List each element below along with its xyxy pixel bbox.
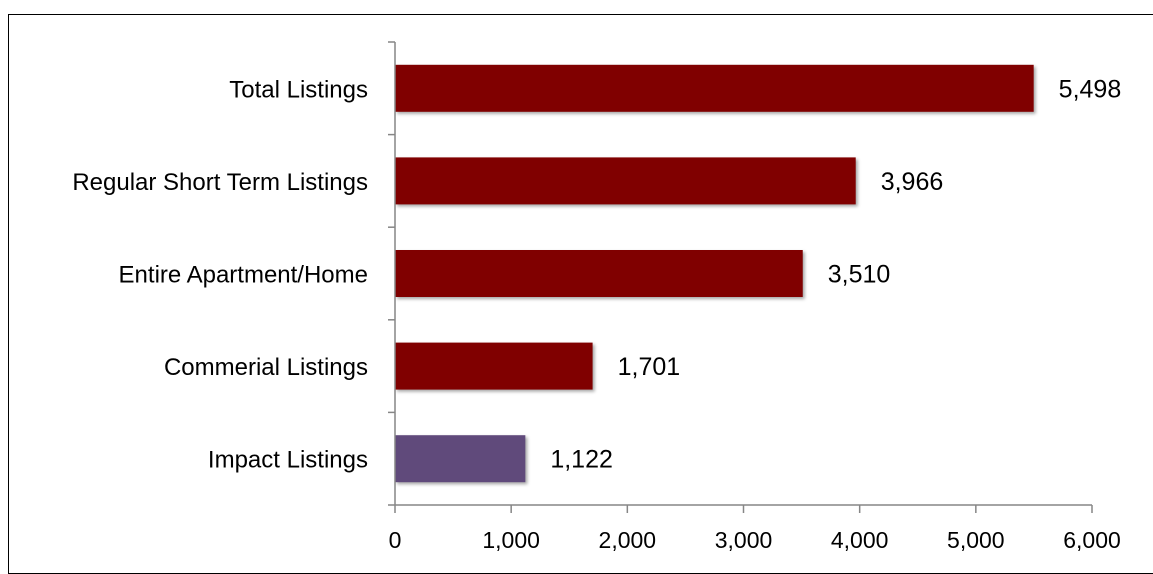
value-label: 5,498 — [1059, 75, 1122, 103]
category-label: Total Listings — [229, 76, 368, 103]
bar — [395, 435, 526, 483]
x-tick-label: 5,000 — [947, 527, 1005, 553]
bar — [395, 157, 856, 205]
category-label: Commerial Listings — [164, 354, 368, 381]
value-label: 3,510 — [828, 261, 891, 289]
x-tick-label: 0 — [389, 527, 402, 553]
bar — [395, 64, 1034, 112]
category-label: Entire Apartment/Home — [119, 262, 368, 289]
x-tick-label: 2,000 — [599, 527, 657, 553]
bar — [395, 250, 803, 297]
bar — [395, 342, 593, 390]
value-label: 3,966 — [881, 168, 944, 196]
value-label: 1,701 — [618, 353, 681, 381]
x-tick-label: 4,000 — [831, 527, 889, 553]
category-label: Impact Listings — [208, 447, 368, 474]
x-tick-label: 1,000 — [482, 527, 540, 553]
x-tick-label: 6,000 — [1063, 527, 1121, 553]
category-label: Regular Short Term Listings — [72, 169, 368, 196]
value-label: 1,122 — [550, 446, 613, 474]
x-tick-label: 3,000 — [715, 527, 773, 553]
